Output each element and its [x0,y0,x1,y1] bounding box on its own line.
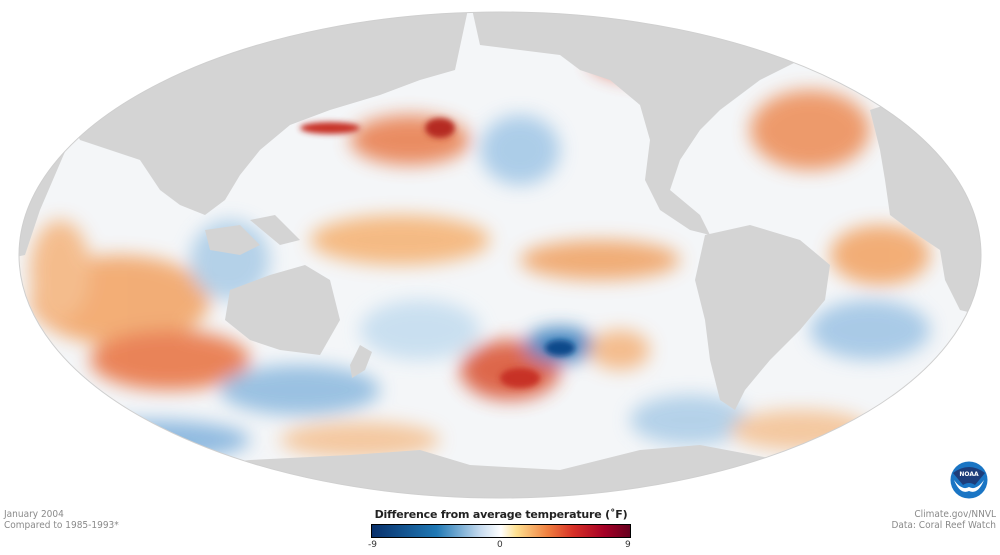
landmass-north-america [470,12,980,235]
map-metadata-left: January 2004 Compared to 1985-1993* [4,509,119,531]
landmass-indonesia [205,215,300,255]
landmass-australia [225,265,340,355]
legend-title: Difference from average temperature (˚F) [374,508,628,521]
data-source: Data: Coral Reef Watch [891,520,996,531]
legend-mid-label: 0 [497,540,503,550]
color-legend: Difference from average temperature (˚F)… [368,508,632,550]
svg-text:NOAA: NOAA [959,471,979,478]
legend-min-label: -9 [368,540,377,550]
landmass-south-america [695,225,830,410]
map-metadata-right: Climate.gov/NNVL Data: Coral Reef Watch [891,509,996,531]
globe-outline [18,11,982,499]
noaa-logo: NOAA [950,461,988,499]
legend-max-label: 9 [625,540,631,550]
credit: Climate.gov/NNVL [914,509,996,520]
landmass-new-zealand [350,345,372,378]
baseline-period: Compared to 1985-1993* [4,520,119,531]
legend-color-bar [371,524,631,538]
map-date: January 2004 [4,509,64,520]
